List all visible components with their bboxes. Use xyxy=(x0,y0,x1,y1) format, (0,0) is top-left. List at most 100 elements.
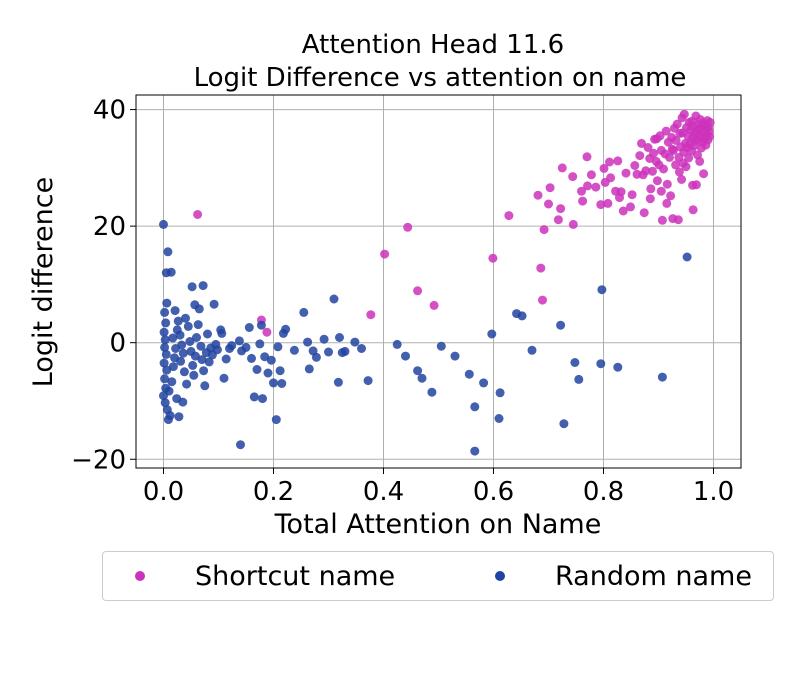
random-name-point xyxy=(241,342,251,352)
random-name-point xyxy=(597,285,607,295)
random-name-point xyxy=(221,354,231,364)
random-name-point xyxy=(487,329,497,339)
shortcut-name-point xyxy=(403,222,413,232)
random-name-point xyxy=(269,378,278,388)
random-name-point xyxy=(200,381,210,391)
random-name-point xyxy=(159,219,168,229)
random-name-point xyxy=(556,320,566,330)
x-tick-label: 1.0 xyxy=(693,477,734,507)
random-name-point xyxy=(657,372,667,382)
random-name-point xyxy=(517,311,527,321)
y-tick-label: 20 xyxy=(93,212,126,242)
random-name-point xyxy=(413,366,423,376)
random-name-point xyxy=(289,345,299,355)
shortcut-name-point xyxy=(652,134,662,144)
random-name-point xyxy=(596,359,606,369)
random-name-point xyxy=(209,299,219,309)
x-tick-label: 0.8 xyxy=(583,477,624,507)
random-name-point xyxy=(168,362,178,372)
random-name-point xyxy=(357,344,366,353)
random-name-point xyxy=(203,329,212,339)
shortcut-name-point xyxy=(699,169,709,179)
random-name-point xyxy=(479,378,489,388)
shortcut-name-point xyxy=(646,184,656,194)
random-name-point xyxy=(427,387,437,397)
random-name-point xyxy=(212,345,222,355)
random-name-point xyxy=(161,318,171,328)
shortcut-name-point xyxy=(637,138,646,148)
random-name-point xyxy=(197,355,207,365)
shortcut-name-point xyxy=(671,160,681,170)
shortcut-name-point xyxy=(671,136,681,145)
shortcut-name-point xyxy=(657,215,667,225)
shortcut-name-point xyxy=(648,166,657,176)
random-name-point xyxy=(277,379,287,388)
random-name-point xyxy=(271,415,281,425)
legend-label-random: Random name xyxy=(555,560,752,592)
shortcut-name-point xyxy=(413,286,423,296)
shortcut-name-point xyxy=(613,156,623,166)
shortcut-name-point xyxy=(674,167,684,177)
shortcut-name-point xyxy=(661,126,671,136)
random-name-point xyxy=(417,373,427,383)
random-name-point xyxy=(299,307,309,317)
random-name-point xyxy=(189,370,199,380)
shortcut-name-point xyxy=(504,211,514,221)
random-name-point xyxy=(167,377,177,387)
random-name-point xyxy=(176,356,186,366)
random-name-point xyxy=(162,365,172,375)
random-name-point xyxy=(163,247,173,257)
random-name-point xyxy=(319,334,329,344)
random-name-point xyxy=(275,366,285,376)
random-name-point xyxy=(570,358,580,367)
random-name-point xyxy=(249,392,259,402)
random-name-point xyxy=(160,374,170,384)
random-name-point xyxy=(194,304,204,314)
shortcut-name-point xyxy=(538,295,547,305)
random-name-point xyxy=(168,333,178,343)
shortcut-name-point xyxy=(705,117,715,127)
random-name-point xyxy=(182,379,192,389)
shortcut-name-point xyxy=(583,181,592,191)
shortcut-name-point xyxy=(678,158,688,168)
random-name-point xyxy=(198,281,208,291)
shortcut-name-point xyxy=(380,249,390,259)
shortcut-name-point xyxy=(662,198,672,208)
shortcut-name-point xyxy=(568,219,578,229)
random-name-point xyxy=(263,368,273,378)
shortcut-name-point xyxy=(557,163,567,173)
random-name-point xyxy=(470,446,480,456)
shortcut-name-point xyxy=(429,300,439,310)
chart-title: Attention Head 11.6 xyxy=(302,30,564,60)
shortcut-name-point xyxy=(652,176,662,186)
random-name-point xyxy=(335,333,344,342)
shortcut-name-point xyxy=(539,225,549,235)
shortcut-name-point xyxy=(603,198,613,208)
shortcut-name-point xyxy=(193,210,203,219)
shortcut-name-point xyxy=(545,183,555,193)
random-name-point xyxy=(192,333,201,342)
random-name-point xyxy=(256,320,266,330)
x-tick-label: 0.0 xyxy=(143,477,184,507)
random-name-point xyxy=(164,386,174,396)
shortcut-name-point xyxy=(488,253,498,263)
x-axis-label: Total Attention on Name xyxy=(274,509,602,540)
shortcut-name-point xyxy=(596,200,606,210)
random-name-point xyxy=(165,411,175,420)
random-name-point xyxy=(401,351,410,361)
legend-label-shortcut: Shortcut name xyxy=(195,560,396,592)
random-name-point xyxy=(527,345,537,355)
random-name-point xyxy=(162,298,172,308)
random-name-point xyxy=(559,419,569,429)
shortcut-name-point xyxy=(618,206,628,216)
shortcut-name-point xyxy=(606,173,616,183)
y-tick-label: 0 xyxy=(109,329,126,359)
random-name-point xyxy=(281,324,291,334)
shortcut-name-point xyxy=(656,186,666,196)
shortcut-name-point xyxy=(695,156,705,166)
random-name-point xyxy=(470,402,480,412)
shortcut-name-point xyxy=(672,119,682,129)
random-name-point xyxy=(236,440,245,450)
random-name-point xyxy=(178,397,188,407)
random-name-point xyxy=(333,377,343,387)
